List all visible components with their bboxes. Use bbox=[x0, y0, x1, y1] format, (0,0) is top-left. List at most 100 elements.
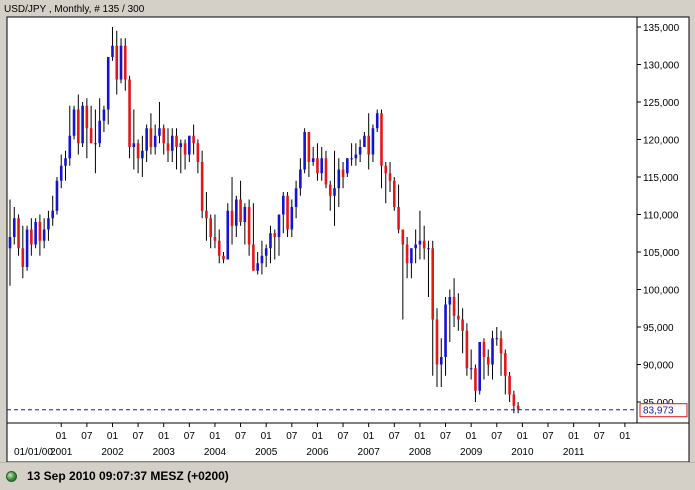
candle bbox=[72, 105, 76, 140]
plot-area[interactable] bbox=[6, 16, 638, 424]
candle-body-bear bbox=[328, 184, 332, 196]
candle-body-bull bbox=[170, 135, 174, 151]
x-year-label: 2002 bbox=[101, 447, 124, 458]
x-month-label: 07 bbox=[286, 431, 298, 442]
candle bbox=[452, 278, 456, 327]
candle-body-bull bbox=[491, 338, 494, 365]
candle-body-bull bbox=[264, 248, 268, 256]
candle-body-bear bbox=[123, 45, 127, 80]
candle bbox=[94, 109, 97, 174]
x-month-label: 07 bbox=[594, 431, 606, 442]
candle bbox=[136, 139, 140, 174]
candle-body-bear bbox=[435, 319, 439, 365]
candle bbox=[307, 132, 311, 177]
x-year-label: 2008 bbox=[409, 447, 432, 458]
candle-body-bull bbox=[34, 222, 37, 245]
candle bbox=[516, 402, 520, 414]
x-month-label: 01 bbox=[363, 431, 375, 442]
status-bar: 13 Sep 2010 09:07:37 MESZ (+0200) bbox=[0, 462, 695, 490]
candle-body-bull bbox=[427, 248, 430, 250]
candle-body-bull bbox=[410, 248, 413, 264]
candle-body-bear bbox=[482, 342, 486, 357]
candle-body-bull bbox=[102, 109, 106, 121]
candle-body-bull bbox=[42, 229, 46, 241]
candle bbox=[55, 177, 59, 215]
candle-body-bear bbox=[512, 394, 516, 406]
candle bbox=[170, 128, 174, 162]
candle-body-bull bbox=[311, 158, 315, 162]
candle-body-bull bbox=[346, 158, 349, 174]
candle bbox=[371, 124, 375, 162]
candle bbox=[230, 177, 234, 245]
candle bbox=[474, 364, 477, 402]
candle bbox=[469, 349, 473, 380]
candle bbox=[85, 98, 89, 159]
candle bbox=[226, 203, 230, 260]
candle-body-bear bbox=[149, 128, 153, 147]
candle-body-bear bbox=[175, 135, 178, 147]
candle-body-bull bbox=[337, 169, 341, 189]
candle bbox=[68, 105, 72, 166]
candle-body-bull bbox=[94, 143, 97, 145]
x-month-label: 07 bbox=[133, 431, 145, 442]
candle-body-bear bbox=[30, 229, 33, 245]
candle-body-bull bbox=[68, 135, 72, 159]
x-month-label: 07 bbox=[389, 431, 401, 442]
candle-body-bull bbox=[8, 237, 12, 249]
candle-body-bear bbox=[252, 244, 255, 271]
candle-body-bear bbox=[499, 338, 503, 354]
candle bbox=[200, 150, 204, 219]
candle bbox=[316, 143, 319, 181]
candle bbox=[213, 214, 217, 249]
candle-body-bull bbox=[448, 297, 452, 305]
candle bbox=[235, 195, 238, 237]
candle-body-bull bbox=[358, 147, 362, 155]
candle-body-bull bbox=[495, 338, 499, 340]
candle bbox=[448, 289, 452, 342]
candle bbox=[115, 30, 119, 95]
candle-body-bull bbox=[256, 263, 259, 271]
candle bbox=[311, 147, 315, 166]
x-year-label: 2005 bbox=[255, 447, 278, 458]
candle bbox=[269, 225, 272, 264]
candle bbox=[346, 158, 349, 177]
candle-body-bull bbox=[47, 218, 50, 230]
candle bbox=[141, 135, 144, 177]
candle bbox=[196, 139, 200, 174]
x-month-label: 01 bbox=[158, 431, 170, 442]
candle bbox=[102, 105, 106, 132]
candle-body-bear bbox=[77, 109, 80, 144]
candle bbox=[128, 75, 131, 159]
candle bbox=[495, 327, 499, 346]
candle bbox=[380, 109, 383, 189]
candle bbox=[183, 139, 187, 170]
candle bbox=[333, 150, 336, 226]
candle bbox=[486, 349, 490, 376]
candle bbox=[21, 225, 25, 279]
x-month-label: 07 bbox=[235, 431, 247, 442]
candle-body-bull bbox=[418, 240, 422, 245]
candle-body-bear bbox=[508, 375, 511, 395]
candle-body-bull bbox=[111, 45, 114, 57]
candle-body-bear bbox=[401, 229, 405, 245]
candle-body-bear bbox=[516, 405, 520, 410]
x-axis: 01 07 01 07 01 07 01 07 01 07 01 07 01 07 01 07 01 07 01 07… bbox=[14, 423, 631, 458]
candle-body-bull bbox=[281, 195, 285, 215]
candle-body-bull bbox=[119, 45, 123, 80]
candle bbox=[384, 162, 388, 204]
candle bbox=[482, 338, 486, 380]
candle-body-bull bbox=[277, 214, 281, 237]
candle bbox=[51, 195, 54, 226]
candle-body-bear bbox=[307, 132, 311, 162]
x-month-label: 01 bbox=[209, 431, 221, 442]
x-month-label: 01 bbox=[414, 431, 426, 442]
candle-body-bear bbox=[162, 128, 166, 144]
candle bbox=[132, 109, 136, 170]
candle-body-bear bbox=[486, 357, 490, 365]
candle bbox=[42, 218, 46, 249]
chart-title: USD/JPY , Monthly, # 135 / 300 bbox=[4, 4, 145, 15]
candle bbox=[422, 225, 426, 260]
candle bbox=[418, 210, 422, 260]
